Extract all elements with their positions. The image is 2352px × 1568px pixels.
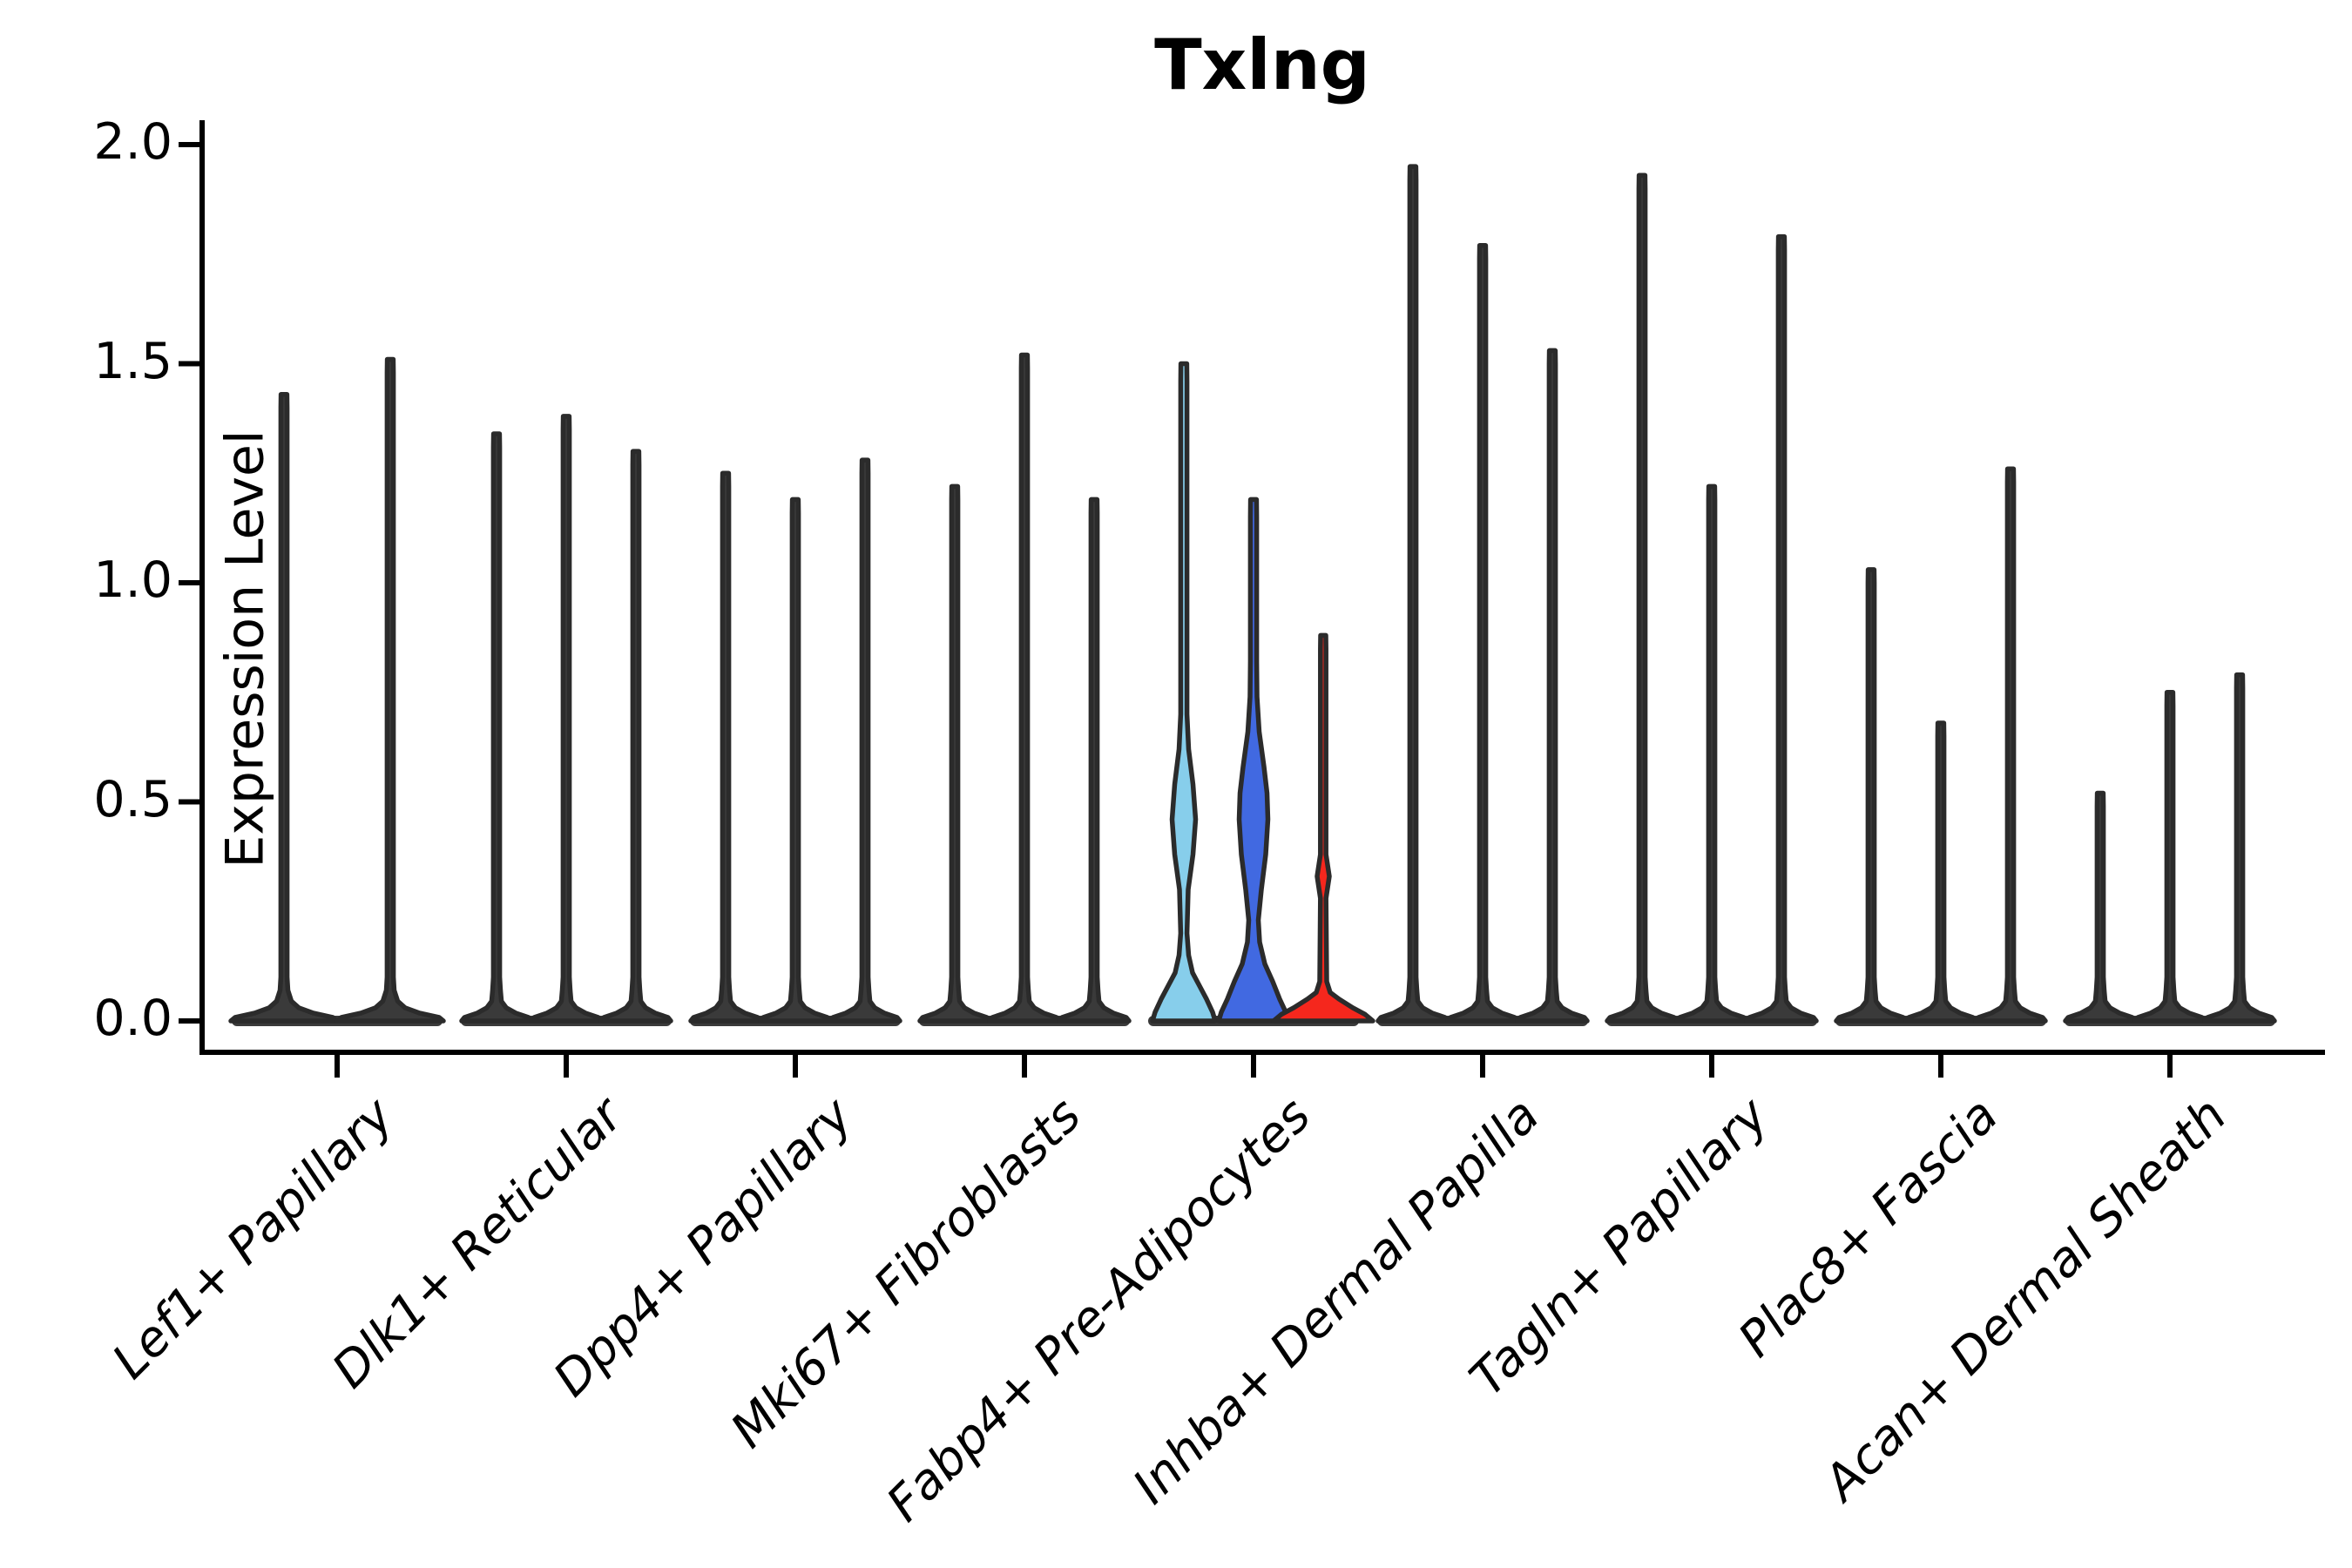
- x-tick-mark: [1022, 1055, 1027, 1078]
- y-tick-label: 1.0: [93, 551, 172, 609]
- violin-Fabp4+-Pre-Adipocytes-1: [1216, 497, 1291, 1024]
- violin-Mki67+-Fibroblasts-0: [917, 483, 992, 1024]
- violin-Inhba+-Dermal-Papilla-2: [1515, 348, 1590, 1024]
- violin-Inhba+-Dermal-Papilla-0: [1375, 164, 1450, 1024]
- violin-Acan+-Dermal-Sheath-1: [2132, 690, 2207, 1024]
- y-tick-label: 1.5: [93, 332, 172, 390]
- chart-title: Txlng: [1154, 24, 1370, 105]
- y-tick-label: 0.5: [93, 770, 172, 828]
- violin-Lef1+-Papillary-0: [228, 391, 340, 1024]
- y-axis-label: Expression Level: [214, 429, 276, 868]
- violin-Acan+-Dermal-Sheath-0: [2063, 790, 2138, 1024]
- x-tick-mark: [793, 1055, 798, 1078]
- y-tick-label: 2.0: [93, 113, 172, 171]
- violin-Dlk1+-Reticular-1: [529, 414, 604, 1024]
- x-tick-mark: [335, 1055, 340, 1078]
- x-tick-mark: [1480, 1055, 1485, 1078]
- violin-Plac8+-Fascia-2: [1973, 466, 2048, 1024]
- y-tick-mark: [179, 142, 199, 147]
- violin-Tagln+-Papillary-0: [1605, 172, 1680, 1024]
- violin-Dlk1+-Reticular-0: [459, 431, 534, 1024]
- y-tick-mark: [179, 1018, 199, 1024]
- y-tick-mark: [179, 799, 199, 805]
- violin-Plac8+-Fascia-0: [1834, 567, 1909, 1024]
- violin-Dpp4+-Papillary-2: [828, 457, 902, 1024]
- violin-Fabp4+-Pre-Adipocytes-0: [1150, 361, 1218, 1024]
- violin-Dlk1+-Reticular-2: [598, 449, 673, 1024]
- x-axis-spine: [199, 1050, 2325, 1055]
- x-tick-mark: [1709, 1055, 1714, 1078]
- violin-Mki67+-Fibroblasts-1: [987, 352, 1062, 1024]
- violin-Lef1+-Papillary-1: [335, 356, 446, 1024]
- x-tick-mark: [1251, 1055, 1256, 1078]
- violin-Tagln+-Papillary-1: [1674, 483, 1749, 1024]
- y-tick-label: 0.0: [93, 990, 172, 1047]
- y-tick-mark: [179, 361, 199, 367]
- y-tick-mark: [179, 580, 199, 585]
- violin-Dpp4+-Papillary-0: [688, 470, 763, 1024]
- x-tick-mark: [2167, 1055, 2173, 1078]
- violin-Inhba+-Dermal-Papilla-1: [1445, 242, 1520, 1024]
- violin-Plac8+-Fascia-1: [1903, 720, 1978, 1024]
- x-tick-mark: [1938, 1055, 1943, 1078]
- y-axis-spine: [199, 120, 205, 1055]
- violin-Fabp4+-Pre-Adipocytes-2: [1271, 632, 1375, 1024]
- violin-Dpp4+-Papillary-1: [758, 497, 833, 1024]
- x-tick-mark: [564, 1055, 569, 1078]
- violin-Tagln+-Papillary-2: [1744, 233, 1819, 1024]
- violin-Acan+-Dermal-Sheath-2: [2202, 672, 2277, 1024]
- violin-Mki67+-Fibroblasts-2: [1057, 497, 1132, 1024]
